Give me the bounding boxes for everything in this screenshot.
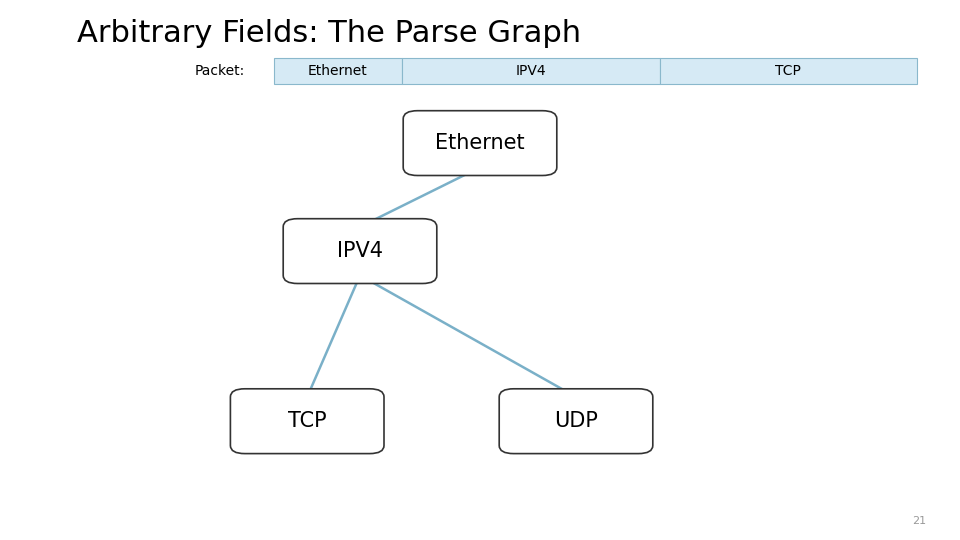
FancyBboxPatch shape	[660, 58, 917, 84]
FancyBboxPatch shape	[283, 219, 437, 284]
Text: IPV4: IPV4	[516, 64, 546, 78]
Text: 21: 21	[912, 516, 926, 526]
Text: TCP: TCP	[776, 64, 801, 78]
FancyBboxPatch shape	[230, 389, 384, 454]
Text: IPV4: IPV4	[337, 241, 383, 261]
Text: TCP: TCP	[288, 411, 326, 431]
FancyBboxPatch shape	[274, 58, 402, 84]
FancyBboxPatch shape	[499, 389, 653, 454]
Text: UDP: UDP	[554, 411, 598, 431]
Text: Ethernet: Ethernet	[308, 64, 368, 78]
Text: Arbitrary Fields: The Parse Graph: Arbitrary Fields: The Parse Graph	[77, 19, 581, 48]
FancyBboxPatch shape	[403, 111, 557, 176]
Text: Packet:: Packet:	[195, 64, 245, 78]
Text: Ethernet: Ethernet	[435, 133, 525, 153]
FancyBboxPatch shape	[402, 58, 660, 84]
